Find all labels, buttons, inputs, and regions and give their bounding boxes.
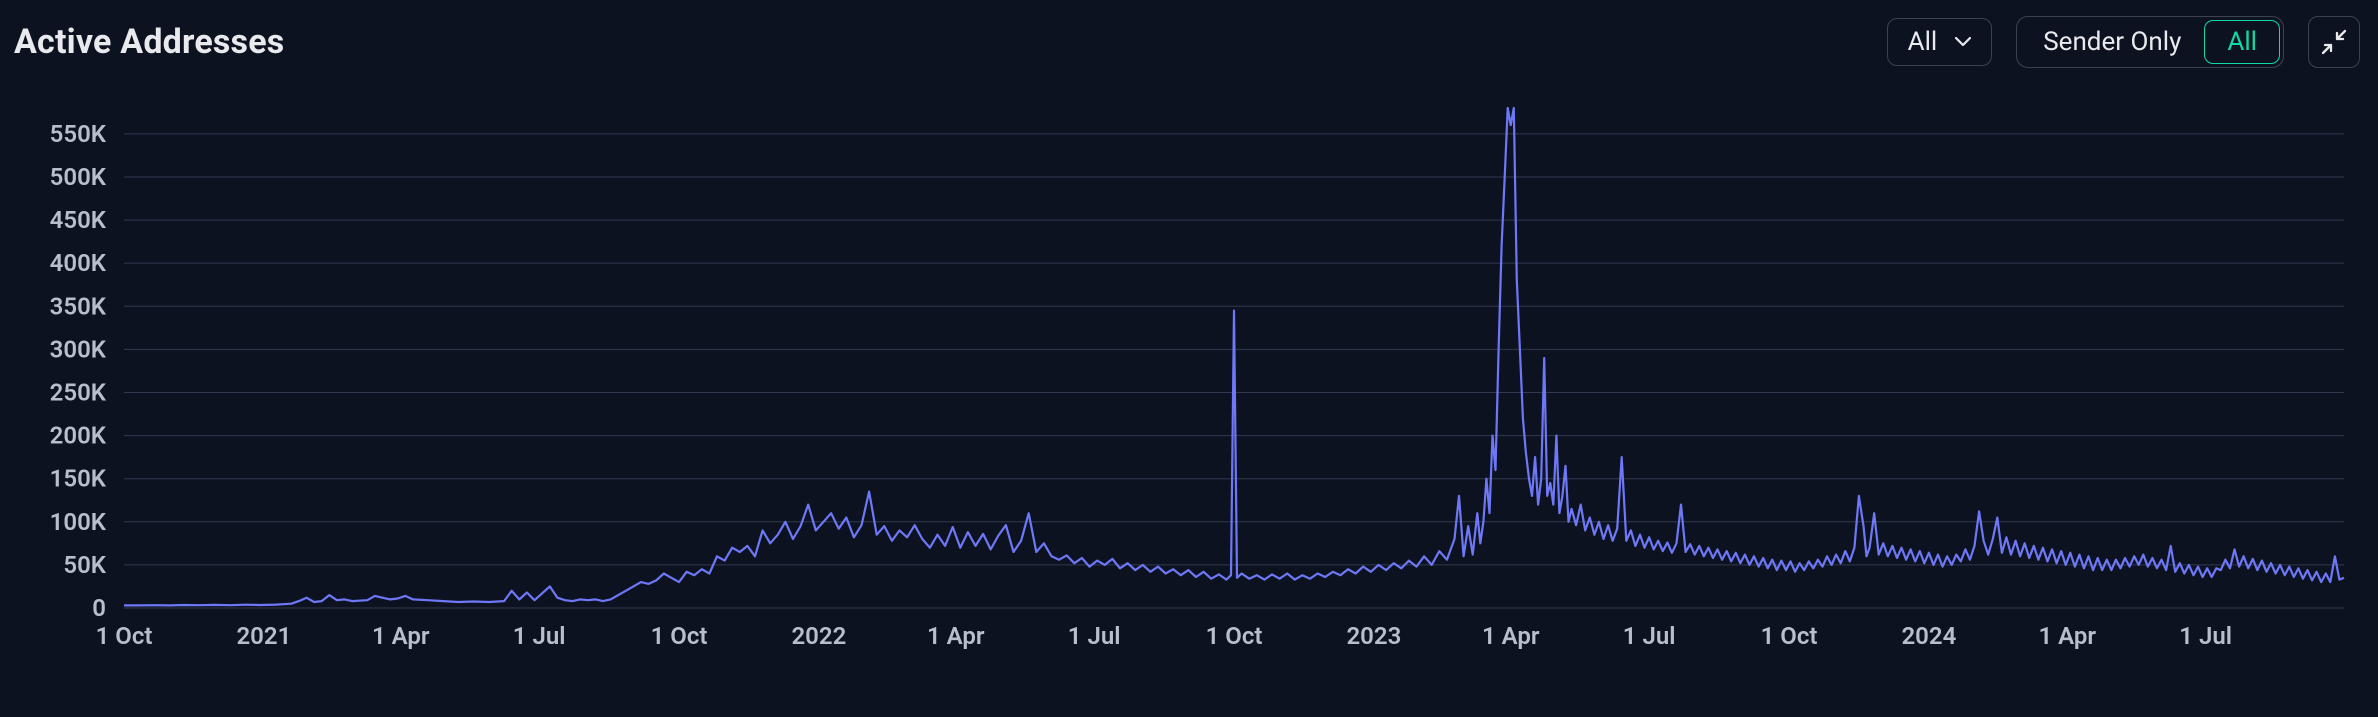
svg-text:1 Oct: 1 Oct [1761,622,1818,650]
svg-text:1 Oct: 1 Oct [96,622,153,650]
svg-text:1 Jul: 1 Jul [2179,622,2232,650]
svg-text:0: 0 [92,594,106,622]
svg-text:2023: 2023 [1346,622,1401,650]
svg-text:350K: 350K [50,292,107,320]
svg-text:1 Jul: 1 Jul [513,622,566,650]
svg-text:1 Apr: 1 Apr [1482,622,1540,650]
svg-text:2024: 2024 [1901,622,1956,650]
svg-text:50K: 50K [63,551,106,579]
svg-text:1 Oct: 1 Oct [651,622,708,650]
filter-segment-group: Sender Only All [2016,16,2284,68]
svg-text:150K: 150K [50,465,107,493]
svg-text:100K: 100K [50,508,107,536]
range-dropdown[interactable]: All [1887,18,1993,66]
svg-text:300K: 300K [50,335,107,363]
collapse-button[interactable] [2308,16,2360,68]
page-title: Active Addresses [14,22,284,62]
chevron-down-icon [1955,37,1971,47]
svg-text:200K: 200K [50,422,107,450]
segment-sender-only[interactable]: Sender Only [2020,20,2204,64]
svg-text:2021: 2021 [236,622,291,650]
range-dropdown-label: All [1908,27,1938,57]
svg-text:1 Apr: 1 Apr [927,622,985,650]
svg-text:400K: 400K [50,249,107,277]
svg-text:1 Oct: 1 Oct [1206,622,1263,650]
collapse-icon [2321,29,2347,55]
segment-all[interactable]: All [2204,20,2280,64]
header: Active Addresses All Sender Only All [14,16,2360,68]
svg-text:1 Jul: 1 Jul [1623,622,1676,650]
svg-text:1 Apr: 1 Apr [2038,622,2096,650]
svg-text:450K: 450K [50,206,107,234]
svg-text:2022: 2022 [791,622,846,650]
svg-text:1 Apr: 1 Apr [372,622,430,650]
active-addresses-chart[interactable]: 0 50K 100K 150K 200K 250K 300K 350K 400K 450K 500K… [14,98,2360,698]
header-controls: All Sender Only All [1887,16,2360,68]
chart-container: 0 50K 100K 150K 200K 250K 300K 350K 400K 450K 500K… [14,98,2360,698]
svg-text:550K: 550K [50,120,107,148]
svg-text:1 Jul: 1 Jul [1068,622,1121,650]
svg-text:250K: 250K [50,378,107,406]
svg-text:500K: 500K [50,163,107,191]
